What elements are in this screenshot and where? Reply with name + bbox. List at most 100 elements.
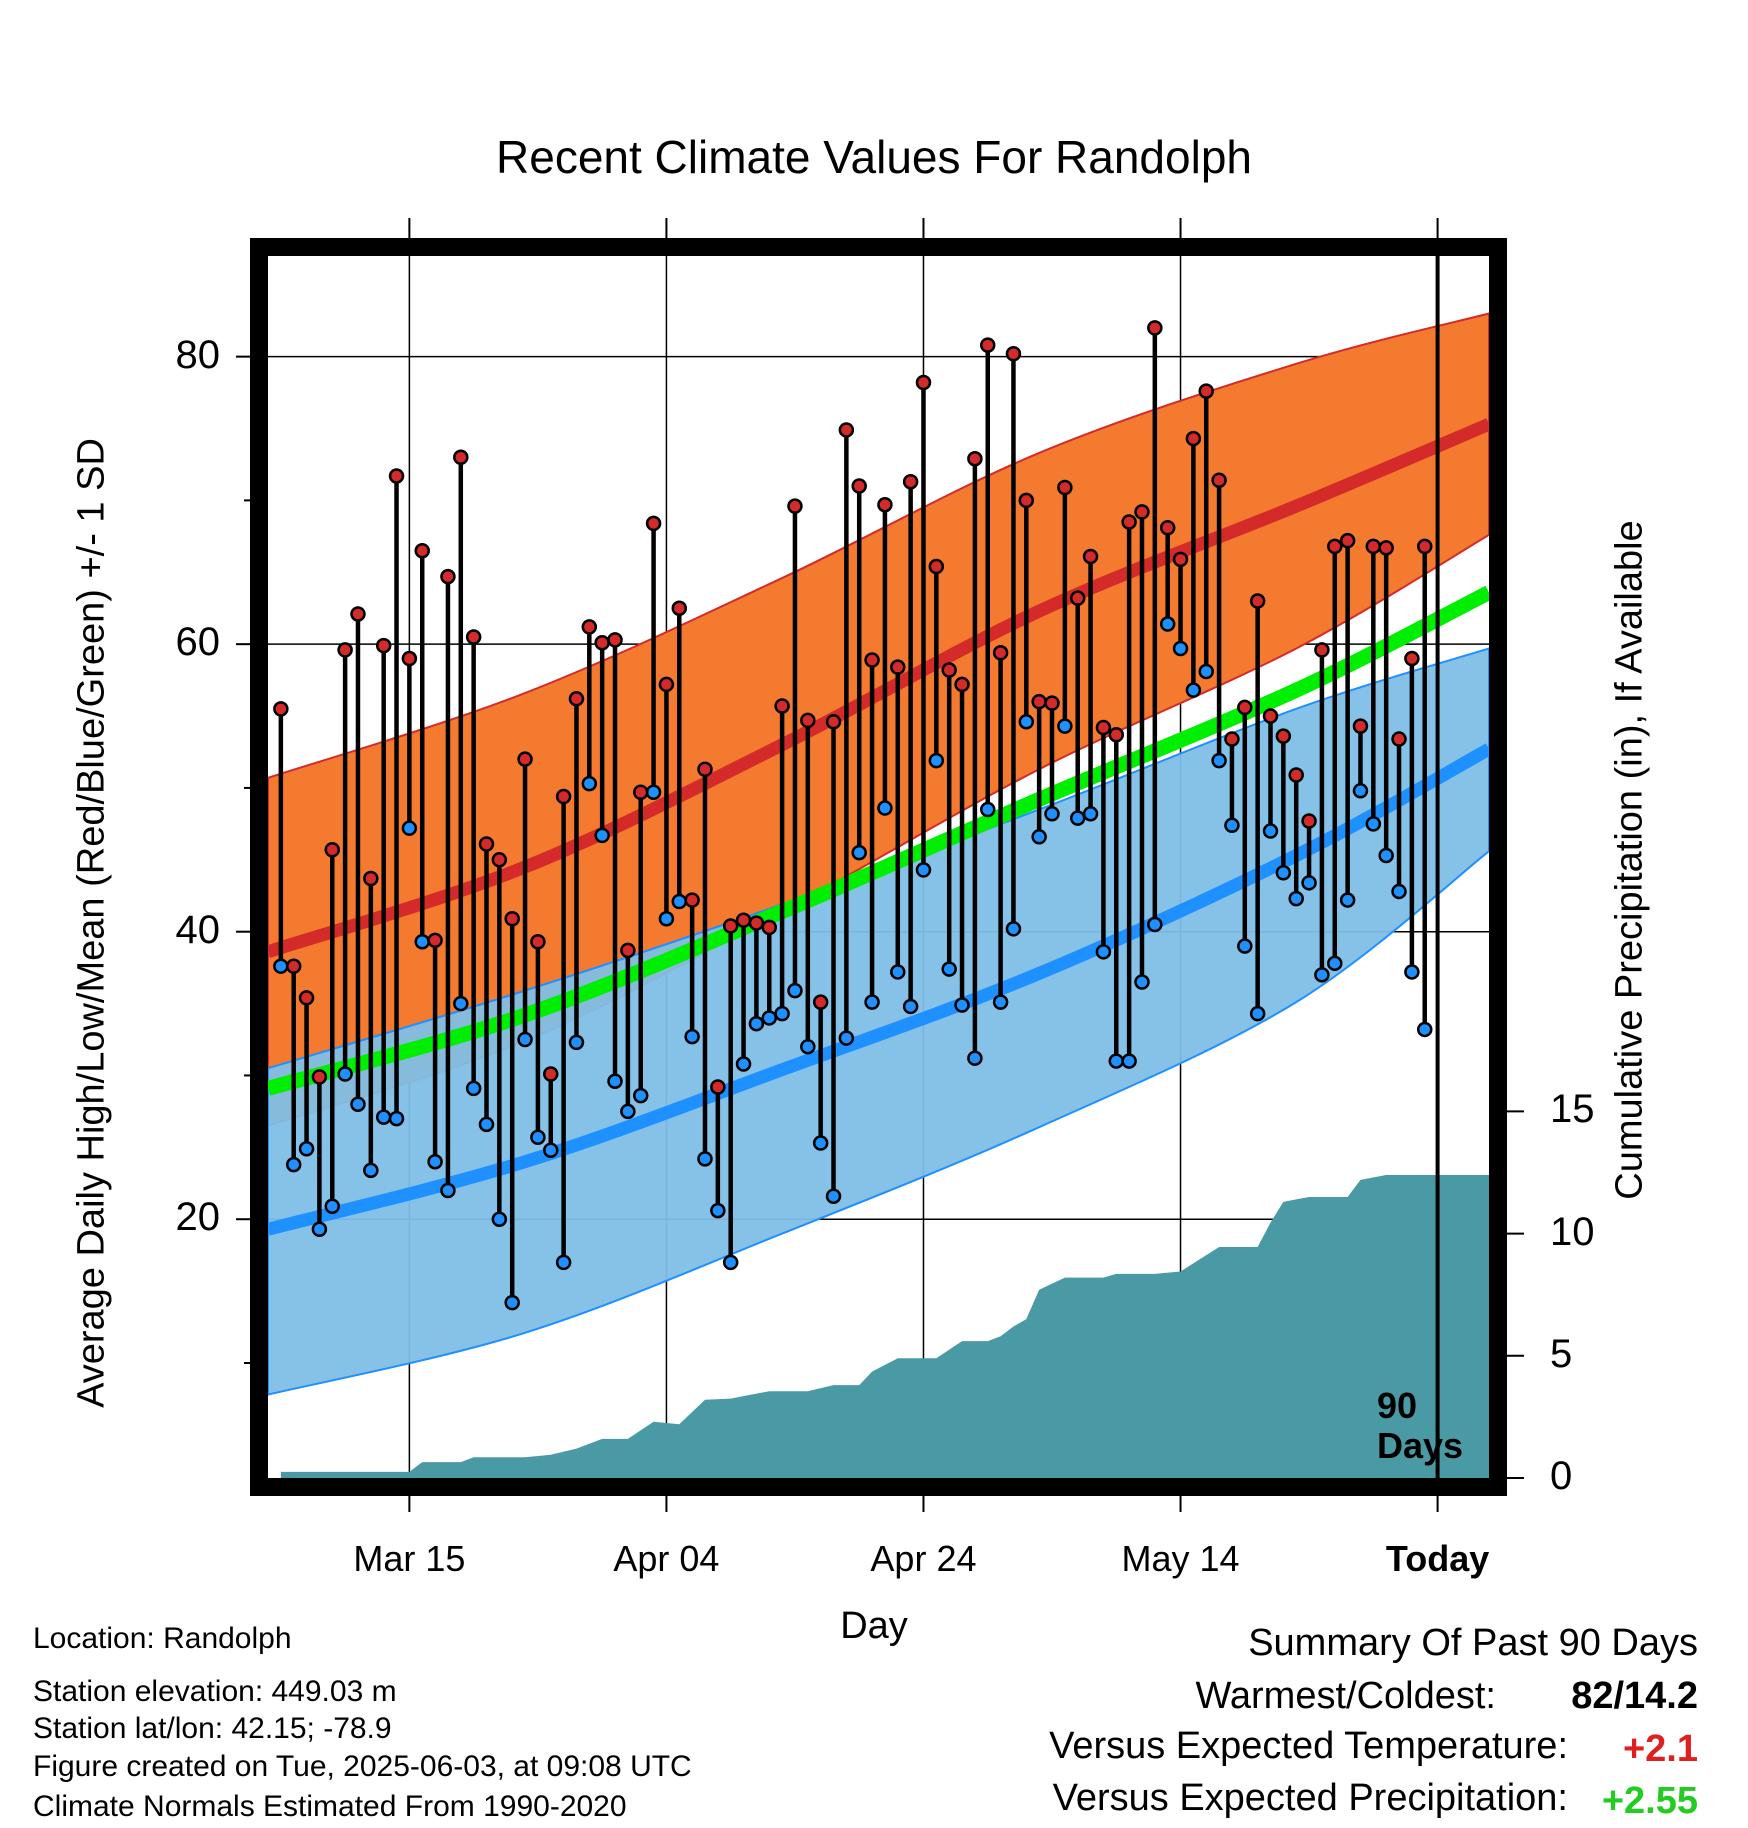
- low-point: [1262, 823, 1279, 839]
- low-point: [555, 1254, 572, 1271]
- low-point: [285, 1156, 302, 1173]
- low-point: [697, 1151, 713, 1167]
- low-point: [774, 1005, 790, 1022]
- y-tick-label: 60: [175, 620, 221, 665]
- low-point: [838, 1030, 855, 1046]
- high-point: [864, 652, 880, 668]
- high-point: [1031, 693, 1047, 710]
- y-axis-label: Average Daily High/Low/Mean (Red/Blue/Gr…: [70, 438, 113, 1408]
- high-point: [992, 645, 1009, 661]
- low-point: [298, 1141, 315, 1157]
- low-point: [1147, 916, 1163, 933]
- low-point: [877, 800, 893, 816]
- info-location: Location: Randolph: [33, 1622, 292, 1655]
- high-point: [375, 637, 392, 654]
- low-point: [1185, 682, 1202, 698]
- high-point: [530, 934, 546, 950]
- low-point: [1121, 1053, 1137, 1069]
- low-point: [337, 1066, 353, 1082]
- low-point: [864, 994, 880, 1010]
- high-point: [632, 784, 649, 800]
- low-point: [1275, 865, 1292, 881]
- high-point: [1365, 538, 1382, 555]
- high-point: [658, 676, 675, 693]
- high-point: [1044, 695, 1060, 711]
- low-point: [504, 1294, 520, 1311]
- high-point: [1172, 551, 1189, 568]
- high-point: [735, 912, 752, 928]
- low-point: [1134, 974, 1150, 990]
- precipitation-area-fill: [280, 1174, 1489, 1478]
- high-point: [761, 919, 778, 936]
- low-point: [453, 995, 469, 1012]
- high-point: [594, 634, 610, 651]
- y-tick-label: 80: [175, 332, 221, 377]
- low-point: [1404, 964, 1420, 980]
- precipitation-area: [280, 1174, 1489, 1478]
- high-point: [1069, 590, 1086, 606]
- high-point: [710, 1079, 726, 1095]
- low-point: [1288, 890, 1304, 907]
- high-point: [350, 606, 366, 622]
- low-point: [915, 862, 932, 878]
- high-point: [748, 915, 765, 931]
- low-point: [1301, 875, 1317, 891]
- low-point: [1031, 829, 1047, 845]
- high-point: [1224, 731, 1240, 747]
- low-point: [1416, 1021, 1433, 1038]
- y2-tick-label: 10: [1550, 1209, 1595, 1254]
- low-point: [1044, 806, 1060, 822]
- window-label-unit: Days: [1377, 1424, 1464, 1466]
- summary-precip-label: Versus Expected Precipitation:: [1052, 1777, 1568, 1819]
- daily-points: [273, 320, 1433, 1311]
- high-point: [1327, 538, 1343, 555]
- low-point: [1314, 967, 1330, 983]
- high-point: [1095, 719, 1112, 736]
- low-sd-band-area: [267, 647, 1490, 1396]
- high-point: [967, 450, 983, 467]
- high-point: [1314, 642, 1330, 658]
- info-created: Figure created on Tue, 2025-06-03, at 09…: [33, 1750, 692, 1783]
- high-point: [427, 932, 443, 949]
- high-point: [671, 600, 688, 616]
- high-point: [902, 473, 919, 490]
- high-point: [568, 691, 585, 707]
- low-point: [1391, 883, 1407, 900]
- high-point: [324, 841, 341, 858]
- low-point: [1057, 718, 1073, 734]
- high-point: [543, 1066, 559, 1082]
- high-point: [1198, 383, 1214, 399]
- summary-temp-label: Versus Expected Temperature:: [1049, 1725, 1568, 1767]
- high-point: [954, 676, 970, 693]
- x-tick-label: Apr 04: [613, 1538, 720, 1579]
- low-point: [1327, 955, 1343, 972]
- summary-warmest-coldest-value: 82/14.2: [1571, 1675, 1698, 1717]
- high-point: [1211, 472, 1227, 489]
- low-point: [594, 827, 610, 844]
- summary-precip-value: +2.55: [1601, 1780, 1698, 1822]
- high-point: [800, 712, 816, 729]
- low-point: [1365, 816, 1382, 832]
- low-point: [992, 994, 1009, 1010]
- high-point: [273, 701, 289, 717]
- high-point: [928, 558, 945, 575]
- high-point: [401, 650, 418, 667]
- low-point: [1237, 938, 1253, 954]
- low-point: [748, 1015, 765, 1032]
- high-point: [465, 629, 482, 645]
- high-point: [1082, 548, 1099, 565]
- low-point: [722, 1254, 739, 1271]
- low-point: [543, 1142, 559, 1158]
- high-point: [491, 852, 508, 868]
- low-point: [1339, 892, 1356, 908]
- high-point: [722, 918, 739, 934]
- low-sd-band: [267, 647, 1490, 1396]
- low-point: [363, 1162, 379, 1179]
- window-label-number: 90: [1377, 1385, 1418, 1426]
- high-point: [1005, 346, 1022, 362]
- high-point: [1288, 767, 1304, 783]
- low-point: [375, 1109, 392, 1125]
- high-point: [684, 892, 700, 908]
- low-point: [401, 820, 418, 836]
